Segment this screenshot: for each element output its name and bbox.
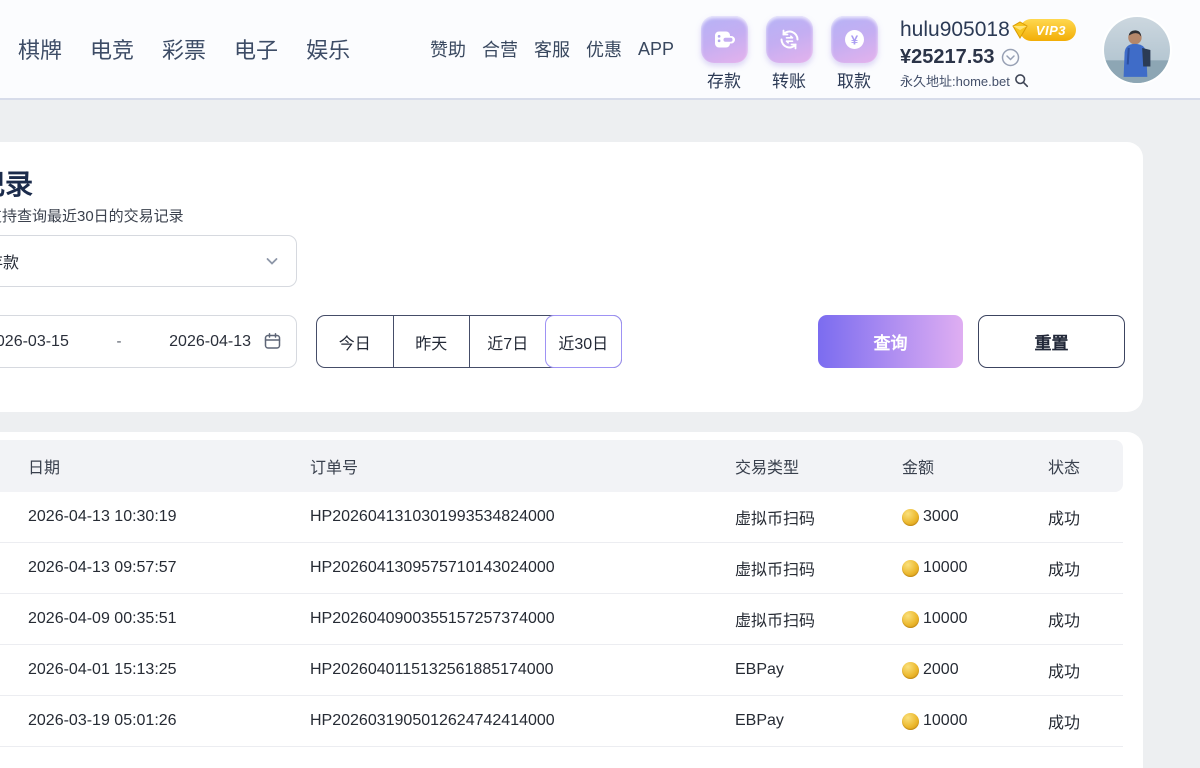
- withdraw-icon: ¥: [830, 16, 878, 63]
- cell-type: 虚拟币扫码: [735, 613, 816, 630]
- cell-amount: 10000: [902, 696, 968, 746]
- cell-amount: 10000: [902, 594, 968, 644]
- nav-item-yule[interactable]: 娱乐: [306, 38, 351, 63]
- nav-item-caipiao[interactable]: 彩票: [162, 38, 207, 63]
- date-start: 2026-03-15: [0, 332, 69, 350]
- quick-range-yesterday[interactable]: 昨天: [392, 316, 470, 367]
- coin-icon: [902, 712, 919, 730]
- quick-range-group: 今日 昨天 近7日 近30日: [316, 315, 622, 368]
- balance-amount: ¥25217.53: [900, 45, 995, 68]
- cell-amount: 2000: [902, 645, 959, 695]
- cell-type: EBPay: [735, 661, 784, 678]
- cell-type: 虚拟币扫码: [735, 562, 816, 579]
- table-row: 2026-04-09 00:35:51 HP202604090035515725…: [0, 594, 1123, 645]
- calendar-icon: [263, 332, 282, 351]
- withdraw-label: 取款: [837, 72, 871, 91]
- date-separator: -: [116, 333, 122, 350]
- coin-icon: [902, 559, 919, 577]
- cell-order: HP2026040900355157257374000: [310, 610, 555, 627]
- coin-icon: [902, 661, 919, 679]
- cell-date: 2026-03-19 05:01:26: [28, 712, 177, 729]
- avatar[interactable]: [1104, 17, 1170, 83]
- cell-order: HP2026031905012624742414000: [310, 712, 555, 729]
- records-table-card: 日期 订单号 交易类型 金额 状态 2026-04-13 10:30:19 HP…: [0, 432, 1143, 768]
- cell-date: 2026-04-13 09:57:57: [28, 559, 177, 576]
- cell-status: 成功: [1048, 715, 1081, 732]
- table-body: 2026-04-13 10:30:19 HP202604131030199353…: [0, 492, 1123, 747]
- quick-range-30d[interactable]: 近30日: [544, 315, 622, 368]
- username[interactable]: hulu905018: [900, 18, 1010, 41]
- nav-item-zanzhu[interactable]: 赞助: [430, 40, 466, 60]
- table-header-row: 日期 订单号 交易类型 金额 状态: [0, 440, 1123, 492]
- date-end: 2026-04-13: [169, 332, 251, 350]
- cell-date: 2026-04-13 10:30:19: [28, 508, 177, 525]
- quick-range-today[interactable]: 今日: [338, 335, 371, 353]
- quick-range-7d[interactable]: 近7日: [469, 316, 546, 367]
- vip-diamond-icon: [1009, 19, 1031, 46]
- date-range-input[interactable]: 2026-03-15 - 2026-04-13: [0, 315, 297, 368]
- column-header-status: 状态: [1048, 460, 1081, 477]
- cell-type: EBPay: [735, 712, 784, 729]
- coin-icon: [902, 508, 919, 526]
- cell-status: 成功: [1048, 613, 1081, 630]
- secondary-nav: 赞助 合营 客服 优惠 APP: [430, 0, 674, 98]
- transaction-type-select[interactable]: 存款: [0, 235, 297, 287]
- vip-level-label: VIP3: [1035, 22, 1066, 38]
- table-row: 2026-04-13 10:30:19 HP202604131030199353…: [0, 492, 1123, 543]
- cell-amount: 10000: [902, 543, 968, 593]
- cell-amount: 3000: [902, 492, 959, 542]
- wallet-icon: [700, 16, 748, 63]
- main-nav: 棋牌 电竞 彩票 电子 娱乐: [18, 0, 350, 98]
- deposit-label: 存款: [707, 72, 741, 91]
- column-header-order: 订单号: [310, 460, 359, 477]
- cell-date: 2026-04-01 15:13:25: [28, 661, 177, 678]
- address-search-icon[interactable]: [1014, 73, 1029, 88]
- cell-status: 成功: [1048, 562, 1081, 579]
- user-block: hulu905018 VIP3 ¥25217.53: [900, 17, 1076, 89]
- cell-order: HP2026041310301993534824000: [310, 508, 555, 525]
- page-subtitle: 支持查询最近30日的交易记录: [0, 208, 184, 225]
- table-row: 2026-04-01 15:13:25 HP202604011513256188…: [0, 645, 1123, 696]
- cell-date: 2026-04-09 00:35:51: [28, 610, 177, 627]
- nav-item-heying[interactable]: 合营: [482, 40, 518, 60]
- vip-badge: VIP3: [1012, 19, 1076, 41]
- transfer-label: 转账: [772, 72, 806, 91]
- nav-item-qipai[interactable]: 棋牌: [18, 38, 63, 63]
- withdraw-button[interactable]: ¥ 取款: [828, 16, 880, 92]
- reset-button[interactable]: 重置: [978, 315, 1125, 368]
- column-header-date: 日期: [28, 460, 61, 477]
- cell-status: 成功: [1048, 511, 1081, 528]
- balance-toggle-icon[interactable]: [1001, 48, 1020, 67]
- search-button[interactable]: 查询: [818, 315, 963, 368]
- table-row: 2026-04-13 09:57:57 HP202604130957571014…: [0, 543, 1123, 594]
- cell-order: HP2026041309575710143024000: [310, 559, 555, 576]
- nav-item-app[interactable]: APP: [638, 38, 675, 59]
- svg-text:¥: ¥: [850, 32, 858, 47]
- transfer-button[interactable]: 转账: [763, 16, 815, 92]
- column-header-type: 交易类型: [735, 460, 800, 477]
- column-header-amount: 金额: [902, 460, 935, 477]
- filters-card: 交易记录 支持查询最近30日的交易记录 存款 2026-03-15 - 2026…: [0, 142, 1143, 412]
- select-chevron-icon: [264, 253, 280, 269]
- page-title: 交易记录: [0, 169, 34, 200]
- transfer-icon: [765, 16, 813, 63]
- coin-icon: [902, 610, 919, 628]
- nav-item-dianzi[interactable]: 电子: [234, 38, 279, 63]
- cell-order: HP2026040115132561885174000: [310, 661, 554, 678]
- wallet-actions: 存款 转账 ¥ 取款: [698, 16, 880, 92]
- table-row: 2026-03-19 05:01:26 HP202603190501262474…: [0, 696, 1123, 747]
- top-header: 棋牌 电竞 彩票 电子 娱乐 赞助 合营 客服 优惠 APP 存款: [0, 0, 1200, 100]
- cell-status: 成功: [1048, 664, 1081, 681]
- cell-type: 虚拟币扫码: [735, 511, 816, 528]
- permanent-address: 永久地址:home.bet: [900, 73, 1010, 89]
- nav-item-dianjing[interactable]: 电竞: [90, 38, 135, 63]
- transaction-type-value: 存款: [0, 255, 20, 272]
- nav-item-kefu[interactable]: 客服: [534, 40, 570, 60]
- deposit-button[interactable]: 存款: [698, 16, 750, 92]
- nav-item-youhui[interactable]: 优惠: [586, 40, 622, 60]
